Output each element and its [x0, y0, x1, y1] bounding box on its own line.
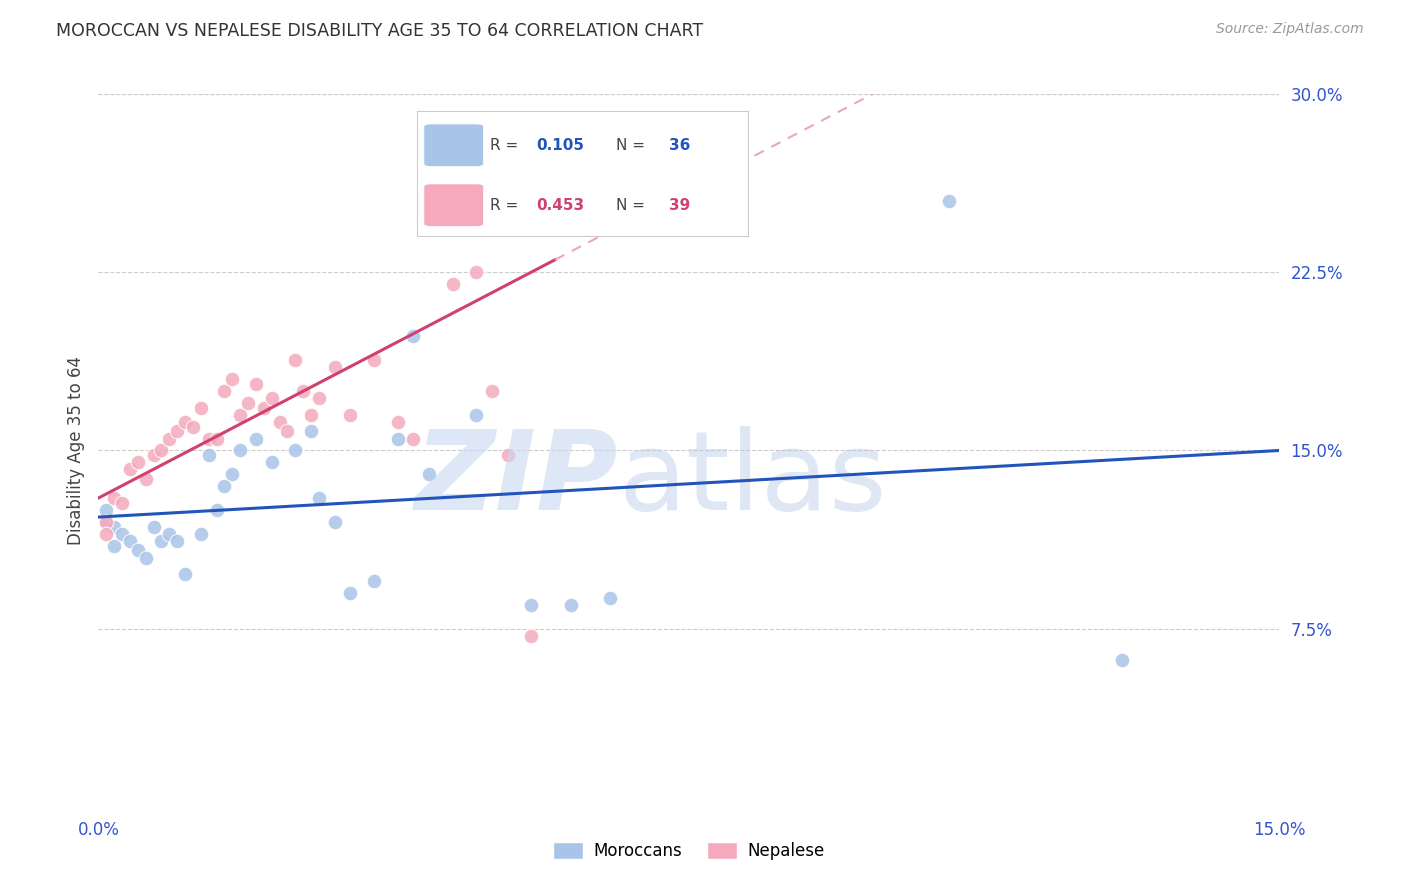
Point	[111, 526, 134, 541]
Point	[135, 550, 157, 565]
Point	[276, 425, 298, 439]
Text: Source: ZipAtlas.com: Source: ZipAtlas.com	[1216, 22, 1364, 37]
Point	[363, 353, 385, 368]
Point	[174, 415, 197, 429]
Point	[103, 519, 125, 533]
Point	[150, 533, 173, 548]
Point	[236, 396, 259, 410]
Point	[481, 384, 503, 398]
Point	[96, 526, 118, 541]
Point	[190, 401, 212, 415]
Point	[465, 408, 488, 422]
Point	[245, 432, 267, 446]
Point	[402, 432, 425, 446]
Point	[166, 533, 188, 548]
Point	[387, 432, 409, 446]
Point	[269, 415, 291, 429]
Point	[284, 353, 307, 368]
Point	[96, 503, 118, 517]
Point	[363, 574, 385, 589]
Point	[181, 419, 204, 434]
Point	[205, 432, 228, 446]
Point	[197, 448, 219, 462]
Point	[299, 408, 322, 422]
Text: MOROCCAN VS NEPALESE DISABILITY AGE 35 TO 64 CORRELATION CHART: MOROCCAN VS NEPALESE DISABILITY AGE 35 T…	[56, 22, 703, 40]
Point	[103, 539, 125, 553]
Point	[260, 391, 283, 405]
Point	[308, 391, 330, 405]
Point	[142, 519, 165, 533]
Point	[253, 401, 276, 415]
Text: atlas: atlas	[619, 425, 887, 533]
Legend: Moroccans, Nepalese: Moroccans, Nepalese	[547, 835, 831, 867]
Point	[284, 443, 307, 458]
Point	[229, 408, 252, 422]
Point	[387, 415, 409, 429]
Point	[214, 479, 236, 493]
Point	[339, 586, 361, 600]
Text: ZIP: ZIP	[415, 425, 619, 533]
Point	[166, 425, 188, 439]
Point	[229, 443, 252, 458]
Point	[127, 455, 149, 469]
Point	[418, 467, 440, 482]
Point	[339, 408, 361, 422]
Point	[520, 629, 543, 643]
Point	[174, 567, 197, 582]
Point	[1111, 653, 1133, 667]
Point	[245, 376, 267, 391]
Point	[323, 515, 346, 529]
Point	[150, 443, 173, 458]
Point	[142, 448, 165, 462]
Point	[402, 329, 425, 343]
Point	[299, 425, 322, 439]
Point	[441, 277, 464, 291]
Point	[221, 467, 243, 482]
Point	[221, 372, 243, 386]
Point	[496, 448, 519, 462]
Point	[465, 265, 488, 279]
Point	[197, 432, 219, 446]
Point	[118, 533, 141, 548]
Point	[308, 491, 330, 505]
Point	[205, 503, 228, 517]
Point	[938, 194, 960, 208]
Point	[560, 598, 582, 612]
Point	[96, 515, 118, 529]
Point	[127, 543, 149, 558]
Point	[157, 432, 180, 446]
Point	[118, 462, 141, 476]
Point	[103, 491, 125, 505]
Point	[323, 360, 346, 375]
Point	[157, 526, 180, 541]
Point	[520, 598, 543, 612]
Y-axis label: Disability Age 35 to 64: Disability Age 35 to 64	[66, 356, 84, 545]
Point	[292, 384, 315, 398]
Point	[214, 384, 236, 398]
Point	[190, 526, 212, 541]
Point	[111, 496, 134, 510]
Point	[260, 455, 283, 469]
Point	[135, 472, 157, 486]
Point	[599, 591, 621, 605]
Point	[96, 515, 118, 529]
